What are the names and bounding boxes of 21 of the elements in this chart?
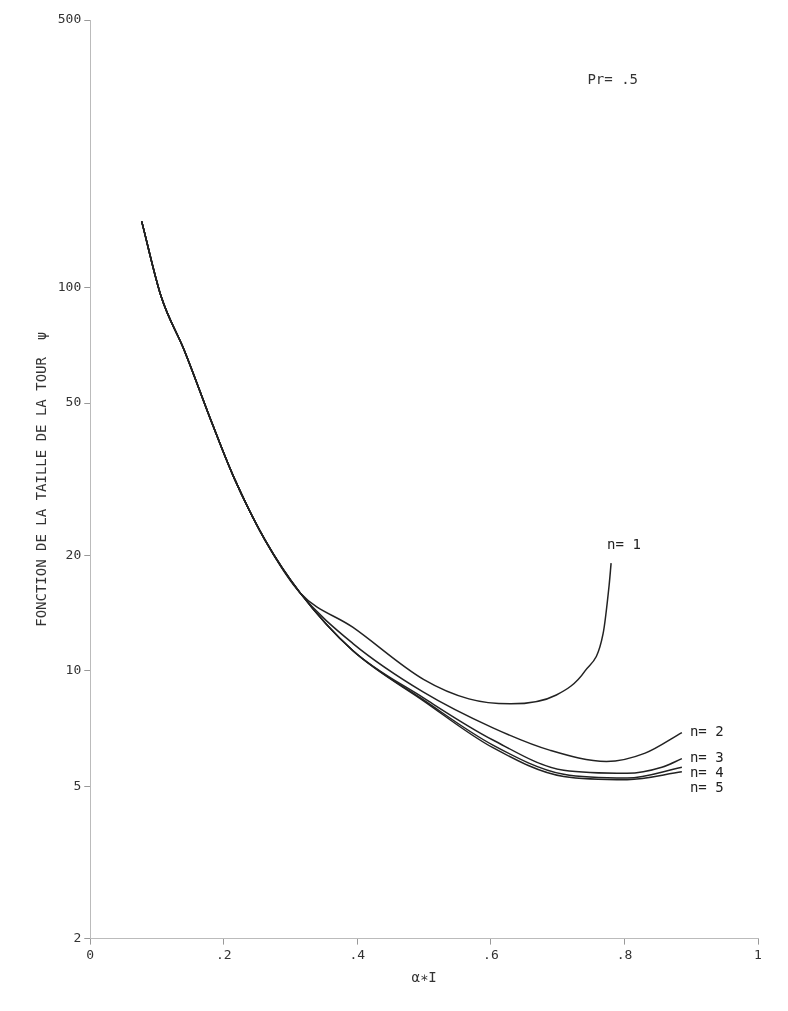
y-axis-title: FONCTION DE LA TAILLE DE LA TOUR ψ (33, 331, 50, 627)
y-tick-label: 20 (65, 546, 82, 562)
series-label: n= 2 (689, 723, 724, 740)
y-tick-label: 10 (65, 662, 82, 678)
y-tick-label: 50 (65, 394, 82, 410)
x-tick-label: 1 (754, 946, 762, 962)
x-tick-label: .8 (616, 946, 633, 962)
x-tick-label: .6 (483, 946, 499, 962)
series-label: n= 4 (689, 764, 724, 781)
x-axis-title: α∗I (411, 969, 437, 986)
x-tick-label: .2 (216, 946, 232, 962)
y-tick-label: 500 (57, 11, 82, 27)
series-label: n= 3 (689, 749, 724, 766)
x-tick-label: .4 (349, 946, 366, 962)
x-tick-label: 0 (86, 946, 95, 962)
series-label: n= 5 (689, 779, 724, 796)
y-tick-label: 5 (73, 777, 82, 793)
annotation: Pr= .5 (587, 70, 638, 87)
y-tick-label: 100 (57, 279, 82, 295)
y-tick-label: 2 (73, 929, 82, 945)
series-label: n= 1 (607, 535, 641, 552)
